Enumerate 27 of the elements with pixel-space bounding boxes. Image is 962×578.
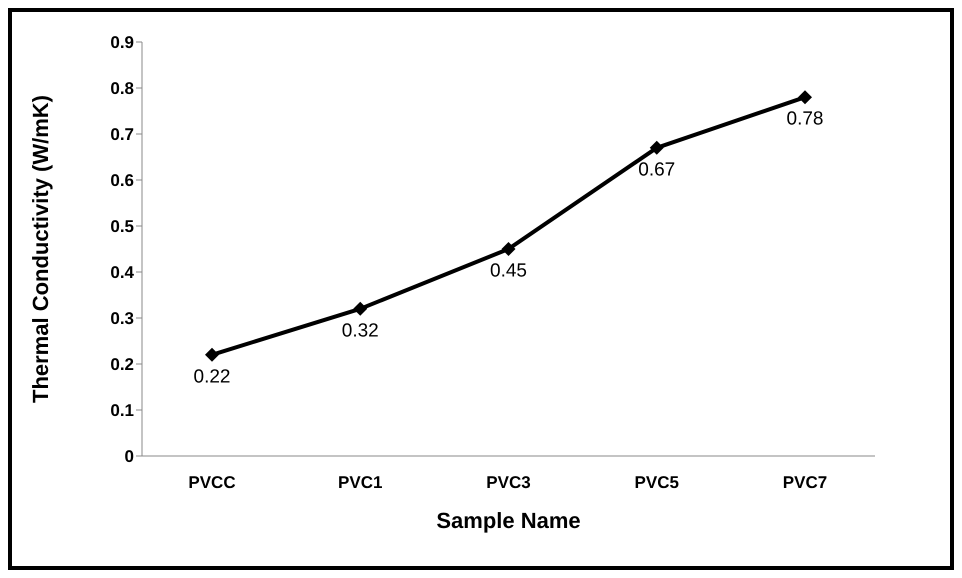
y-tick-label: 0.9 xyxy=(110,33,134,52)
point xyxy=(353,302,368,316)
y-tick-label: 0.7 xyxy=(110,125,134,144)
point xyxy=(650,140,664,155)
data-label: 0.32 xyxy=(342,320,379,342)
data-label: 0.67 xyxy=(638,159,676,180)
y-tick-label: 0.8 xyxy=(110,79,134,98)
x-tick-label: PVC1 xyxy=(338,473,382,492)
data-label: 0.22 xyxy=(194,366,230,388)
y-tick-label: 0.3 xyxy=(110,309,134,328)
data-label: 0.78 xyxy=(786,108,824,130)
y-tick-label: 0.6 xyxy=(110,171,134,190)
x-tick-label: PVCC xyxy=(188,473,236,492)
y-tick-label: 0.1 xyxy=(110,401,134,420)
x-tick-label: PVC5 xyxy=(634,473,679,492)
y-tick-label: 0.4 xyxy=(110,263,135,282)
y-tick-label: 0 xyxy=(124,447,134,466)
data-label: 0.45 xyxy=(490,260,527,282)
point xyxy=(205,348,219,362)
x-axis-title: Sample Name xyxy=(436,508,581,533)
y-tick-label: 0.2 xyxy=(110,355,134,374)
point xyxy=(798,90,812,104)
y-axis-title: Thermal Conductivity (W/mK) xyxy=(28,94,53,404)
x-tick-label: PVC7 xyxy=(782,473,828,492)
point xyxy=(502,242,516,256)
x-tick-label: PVC3 xyxy=(486,473,531,492)
y-tick-label: 0.5 xyxy=(110,217,134,236)
